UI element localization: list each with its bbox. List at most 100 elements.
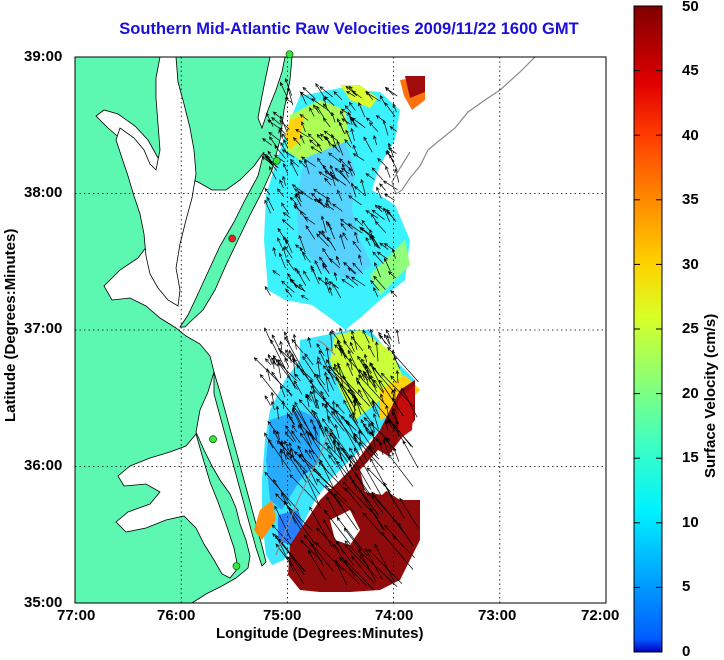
velocity-arrow xyxy=(270,391,275,403)
velocity-arrow xyxy=(298,399,322,426)
velocity-arrow xyxy=(345,129,353,144)
velocity-arrow xyxy=(289,474,320,506)
velocity-arrow xyxy=(341,118,351,125)
velocity-arrow xyxy=(330,133,337,149)
velocity-arrow xyxy=(327,445,348,482)
velocity-arrow xyxy=(369,362,384,393)
velocity-arrow xyxy=(351,117,366,129)
velocity-arrow xyxy=(350,335,364,352)
colorbar-tick: 30 xyxy=(682,256,699,273)
velocity-arrow xyxy=(274,144,286,159)
velocity-arrow xyxy=(278,129,283,139)
velocity-arrow xyxy=(348,463,369,496)
velocity-arrow xyxy=(326,196,332,205)
velocity-arrow xyxy=(349,413,379,456)
velocity-arrow xyxy=(275,405,280,420)
velocity-arrow xyxy=(386,437,394,457)
velocity-arrow xyxy=(363,136,373,153)
velocity-arrow xyxy=(293,380,303,395)
velocity-arrow xyxy=(323,509,351,545)
velocity-arrow xyxy=(276,440,308,473)
velocity-arrow xyxy=(298,234,306,253)
velocity-arrow xyxy=(327,487,359,531)
velocity-arrow xyxy=(372,366,394,391)
velocity-arrow xyxy=(303,159,310,175)
velocity-arrow xyxy=(391,248,396,259)
velocity-arrow xyxy=(386,419,395,432)
velocity-arrow xyxy=(310,418,319,436)
velocity-arrow xyxy=(347,111,353,126)
velocity-arrow xyxy=(322,264,329,273)
velocity-arrow xyxy=(378,331,386,345)
velocity-arrow xyxy=(266,196,275,211)
radar-stations xyxy=(209,50,294,571)
velocity-arrow xyxy=(349,447,359,464)
velocity-arrow xyxy=(285,288,293,298)
velocity-arrow xyxy=(311,409,325,438)
map-grid xyxy=(75,57,606,603)
colorbar-ticks xyxy=(634,5,662,653)
velocity-arrow xyxy=(382,438,389,454)
velocity-arrow xyxy=(326,359,353,403)
velocity-arrow xyxy=(262,138,272,146)
velocity-arrow xyxy=(264,358,272,366)
velocity-arrow xyxy=(310,385,334,411)
velocity-arrow xyxy=(324,96,335,106)
velocity-arrow xyxy=(291,338,304,354)
velocity-arrow xyxy=(358,102,366,118)
y-axis-label: Latitude (Degrees:Minutes) xyxy=(2,228,19,422)
velocity-arrow xyxy=(289,196,297,204)
velocity-arrow xyxy=(321,418,355,464)
velocity-arrow xyxy=(332,543,356,577)
velocity-arrow xyxy=(374,543,395,582)
velocity-arrow xyxy=(384,193,395,201)
velocity-arrow xyxy=(278,538,305,572)
velocity-arrow xyxy=(350,329,358,350)
velocity-arrow xyxy=(264,395,271,406)
velocity-arrow xyxy=(348,195,362,206)
velocity-arrow xyxy=(300,156,316,168)
velocity-arrow xyxy=(325,401,355,429)
velocity-arrow xyxy=(267,438,292,472)
velocity-arrow xyxy=(298,283,306,293)
velocity-arrow xyxy=(347,388,375,427)
velocity-arrow xyxy=(373,379,384,394)
velocity-arrow xyxy=(317,157,328,173)
velocity-arrow xyxy=(306,394,313,402)
velocity-arrow xyxy=(294,373,301,382)
colorbar-label: Surface Velocity (cm/s) xyxy=(702,313,719,478)
velocity-arrow xyxy=(356,380,392,422)
velocity-arrow xyxy=(374,220,387,233)
velocity-arrow xyxy=(339,233,346,250)
colorbar-tick: 45 xyxy=(682,62,699,79)
velocity-arrow xyxy=(347,349,364,381)
velocity-arrow xyxy=(331,410,357,443)
velocity-arrow xyxy=(374,204,383,213)
velocity-arrow xyxy=(344,105,352,113)
velocity-arrow xyxy=(360,418,369,435)
velocity-arrow xyxy=(272,354,298,390)
velocity-arrow xyxy=(333,440,358,491)
velocity-arrow xyxy=(332,203,343,212)
x-tick: 72:00 xyxy=(581,607,620,624)
velocity-arrow xyxy=(350,276,366,287)
velocity-arrow xyxy=(371,491,406,535)
velocity-arrow xyxy=(333,493,356,514)
velocity-arrow xyxy=(309,390,317,409)
velocity-arrow xyxy=(376,437,383,446)
velocity-arrow xyxy=(290,454,321,495)
velocity-arrow xyxy=(314,411,334,449)
velocity-arrow xyxy=(312,389,318,409)
velocity-arrow xyxy=(368,344,375,358)
velocity-arrow xyxy=(329,170,336,187)
velocity-arrow xyxy=(370,280,380,291)
velocity-arrow xyxy=(343,340,354,355)
velocity-arrow xyxy=(291,355,296,377)
x-tick: 77:00 xyxy=(57,607,96,624)
velocity-arrow xyxy=(348,167,353,177)
velocity-arrow xyxy=(307,336,312,348)
velocity-arrow xyxy=(371,167,384,181)
velocity-arrow xyxy=(272,111,281,118)
velocity-arrow xyxy=(296,269,307,286)
velocity-arrow xyxy=(385,165,391,178)
